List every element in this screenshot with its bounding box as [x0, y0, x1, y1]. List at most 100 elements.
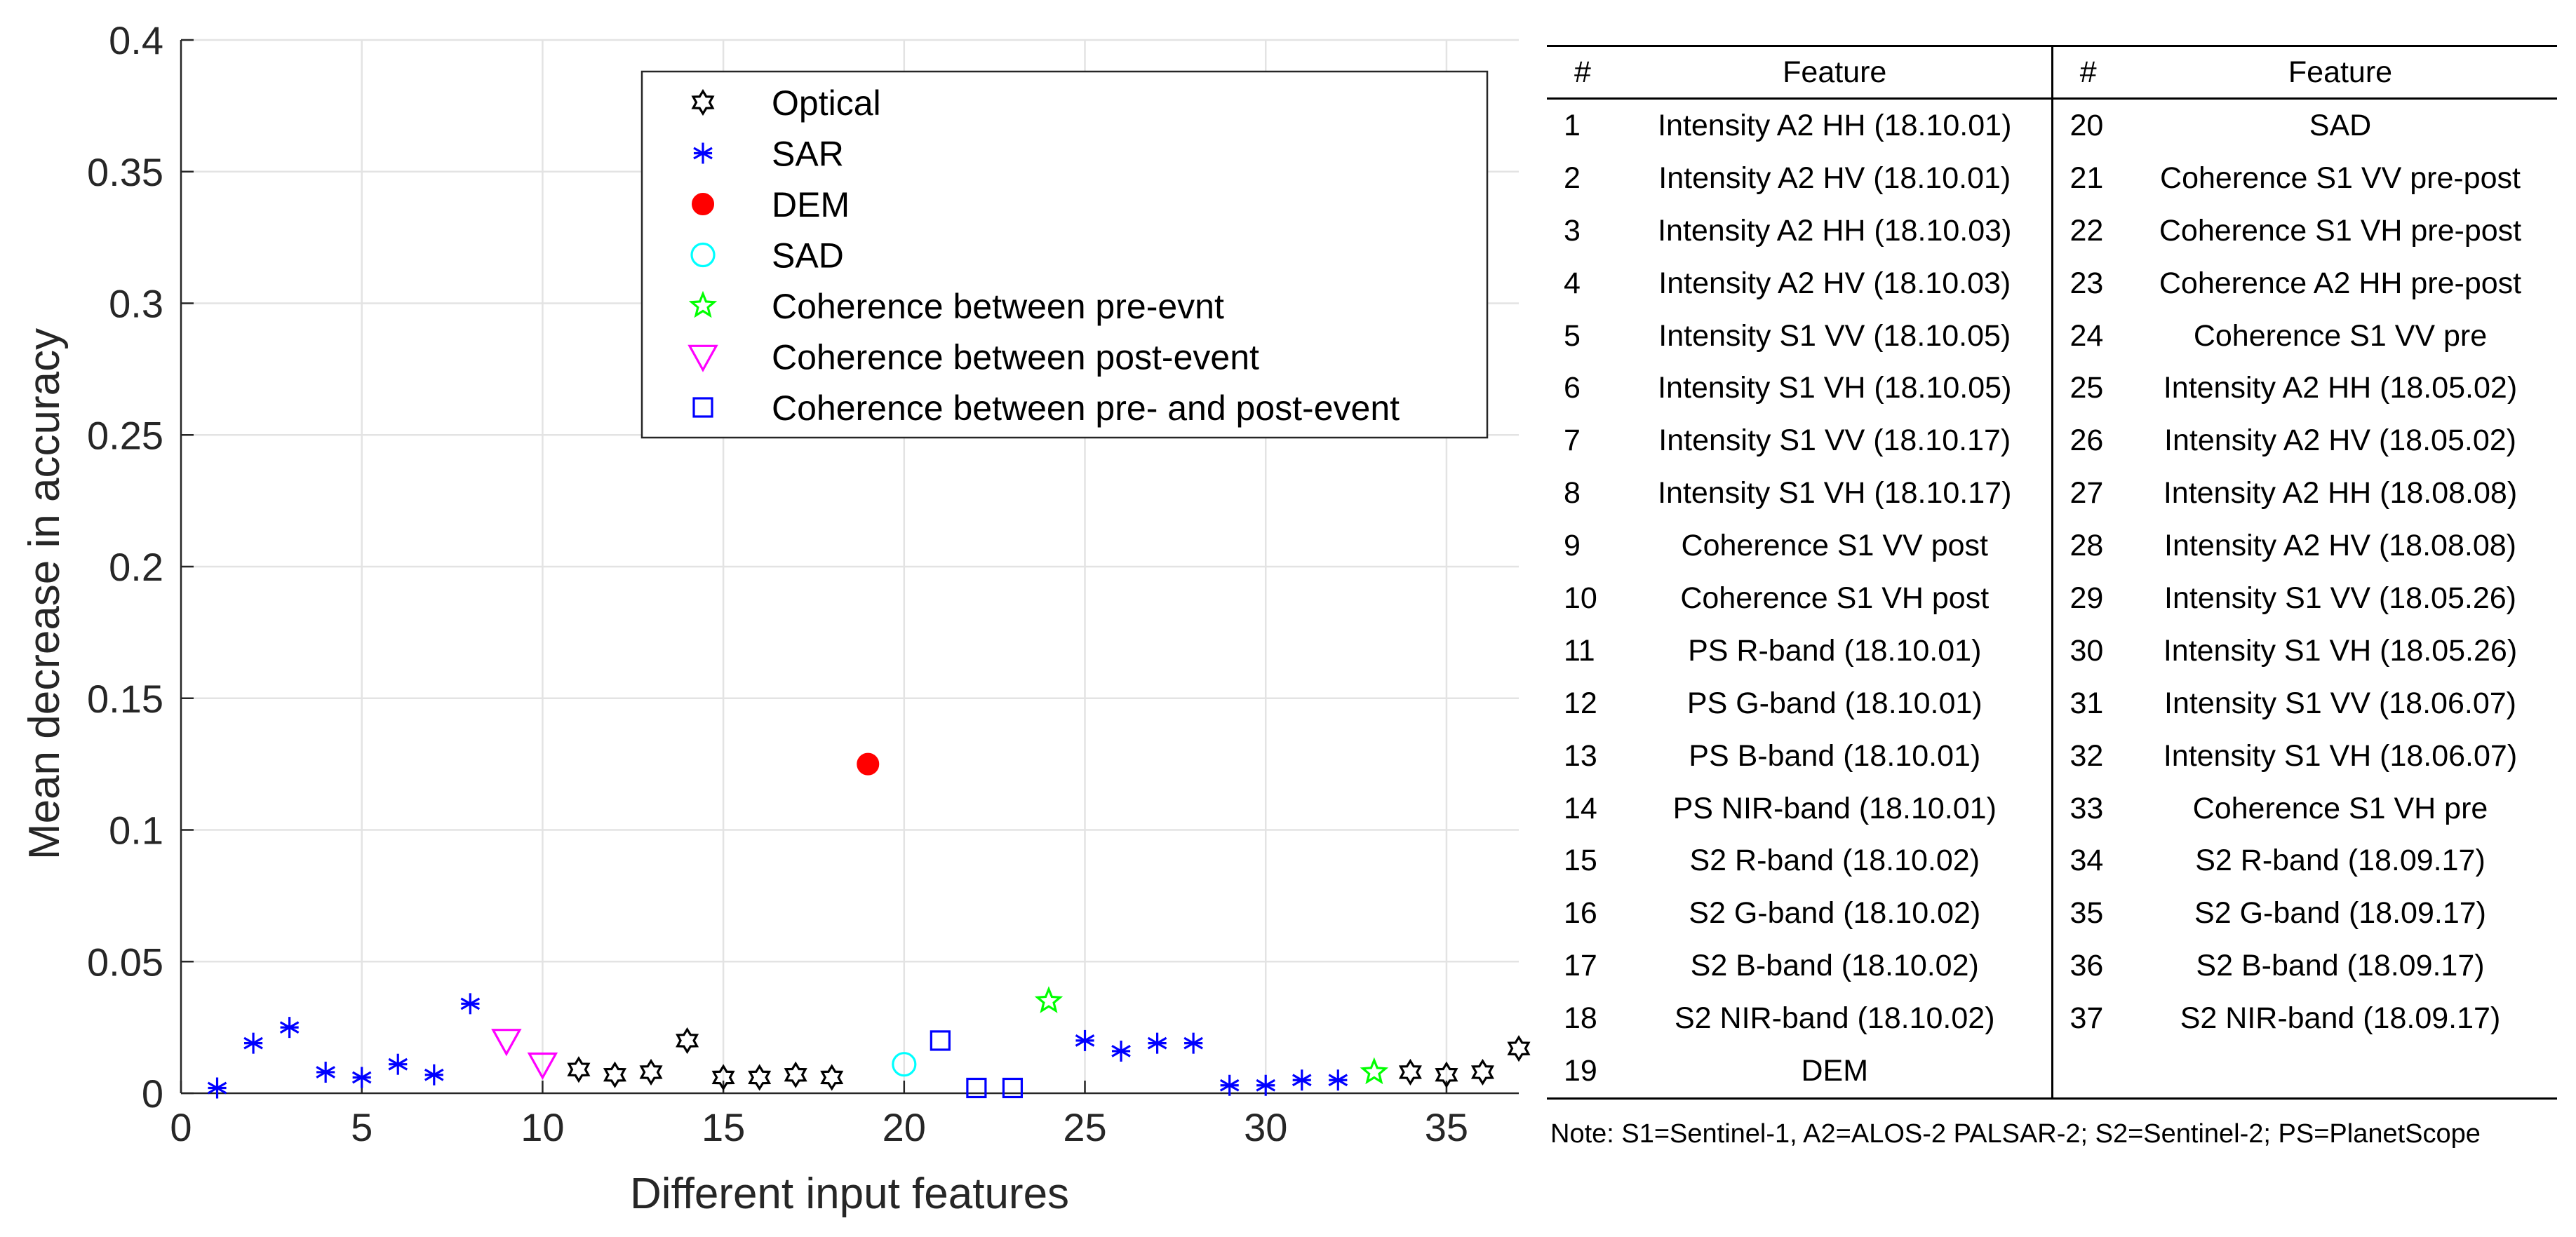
feature-table-container: # Feature # Feature 1 Intensity A2 HH (18…	[1547, 45, 2557, 1100]
x-tick-label: 25	[1063, 1105, 1106, 1149]
row-feature-left: Intensity S1 VH (18.10.05)	[1658, 371, 2012, 405]
row-feature-left: Intensity A2 HV (18.10.03)	[1658, 266, 2011, 300]
x-tick-label: 35	[1425, 1105, 1468, 1149]
legend-marker	[688, 290, 718, 318]
row-feature-right: SAD	[2309, 108, 2372, 142]
table-row: 6 Intensity S1 VH (18.10.05) 25 Intensity A…	[1547, 362, 2557, 415]
table-row: 9 Coherence S1 VV post 28 Intensity A2 HV (…	[1547, 520, 2557, 573]
row-feature-right: Intensity A2 HV (18.05.02)	[2164, 424, 2516, 458]
y-axis-title: Mean decrease in accuracy	[20, 328, 69, 860]
x-tick-label: 0	[170, 1105, 192, 1149]
row-feature-right: Intensity A2 HV (18.08.08)	[2164, 529, 2516, 563]
header-num-left: #	[1547, 46, 1618, 100]
row-feature-right: Intensity A2 HH (18.05.02)	[2163, 371, 2518, 405]
legend-entry-label: Coherence between pre-evnt	[772, 287, 1224, 326]
row-num-right: 33	[2051, 782, 2124, 835]
point-coherence-between-pre-and-post-event	[930, 1030, 951, 1051]
point-optical	[639, 1058, 663, 1086]
row-num-left: 13	[1564, 738, 1597, 773]
header-feature-left: Feature	[1618, 46, 2052, 100]
legend-marker	[687, 344, 718, 372]
legend-marker	[690, 242, 716, 268]
row-feature-left: Intensity A2 HH (18.10.03)	[1658, 213, 2012, 248]
legend-marker	[692, 193, 714, 215]
table-row: 7 Intensity S1 VV (18.10.17) 26 Intensity A…	[1547, 414, 2557, 468]
row-num-left: 5	[1564, 318, 1581, 353]
table-row: 5 Intensity S1 VV (18.10.05) 24 Coherence S…	[1547, 309, 2557, 363]
point-sar	[1328, 1069, 1348, 1091]
point-sar	[460, 993, 481, 1015]
row-num-left: 12	[1564, 686, 1597, 720]
row-feature-left: DEM	[1618, 1045, 2052, 1100]
row-feature-right: Intensity S1 VV (18.06.07)	[2164, 686, 2516, 720]
table-row: 4 Intensity A2 HV (18.10.03) 23 Coherence A…	[1547, 257, 2557, 310]
table-header-row: # Feature # Feature	[1547, 46, 2557, 100]
x-tick-label: 10	[521, 1105, 564, 1149]
table-row: 11 PS R-band (18.10.01) 30 Intensity S1 VH …	[1547, 624, 2557, 677]
y-tick-label: 0.4	[109, 18, 163, 62]
point-sar	[1111, 1040, 1131, 1062]
row-feature-right: S2 NIR-band (18.09.17)	[2180, 1001, 2501, 1036]
row-feature-right: Coherence S1 VV pre	[2193, 318, 2488, 353]
point-sad	[892, 1052, 917, 1077]
row-feature-left: PS NIR-band (18.10.01)	[1672, 791, 1997, 825]
legend-box	[640, 70, 1489, 439]
row-num-right: 26	[2051, 414, 2124, 468]
row-feature-right: Coherence S1 VV pre-post	[2160, 161, 2521, 195]
row-num-right: 35	[2051, 887, 2124, 940]
legend-entry-label: SAD	[772, 236, 844, 276]
legend: Optical SAR DEM SAD Coherence between pre-ev…	[640, 70, 1489, 439]
row-num-right: 37	[2051, 992, 2124, 1046]
point-optical	[784, 1061, 807, 1088]
y-tick-label: 0.1	[109, 809, 163, 853]
table-row: 3 Intensity A2 HH (18.10.03) 22 Coherence S…	[1547, 204, 2557, 257]
row-feature-right: Coherence S1 VH pre-post	[2159, 213, 2522, 248]
row-feature-right: S2 R-band (18.09.17)	[2195, 844, 2486, 878]
row-num-left: 16	[1564, 896, 1597, 931]
point-optical	[1435, 1061, 1458, 1088]
row-num-right: 29	[2051, 572, 2124, 625]
row-feature-right: Coherence S1 VH pre	[2192, 791, 2488, 825]
data-points	[207, 752, 1531, 1099]
point-sar	[1256, 1074, 1276, 1096]
point-sar	[424, 1064, 444, 1086]
point-optical	[1470, 1058, 1494, 1086]
point-optical	[603, 1061, 626, 1088]
row-feature-left: S2 G-band (18.10.02)	[1689, 896, 1981, 931]
row-num-right: 21	[2051, 151, 2124, 205]
point-optical	[711, 1064, 735, 1091]
row-feature-left: S2 B-band (18.10.02)	[1690, 949, 1979, 983]
point-optical	[1398, 1058, 1422, 1086]
row-feature-right: Intensity S1 VH (18.06.07)	[2163, 738, 2518, 773]
row-feature-left: S2 NIR-band (18.10.02)	[1674, 1001, 1995, 1036]
table-row: 2 Intensity A2 HV (18.10.01) 21 Coherence S…	[1547, 151, 2557, 205]
y-tick-label: 0.25	[87, 413, 163, 457]
table-row: 17 S2 B-band (18.10.02) 36 S2 B-band (18.09…	[1547, 940, 2557, 993]
row-feature-left: Coherence S1 VV post	[1681, 529, 1988, 563]
table-row: 10 Coherence S1 VH post 29 Intensity S1 VV …	[1547, 572, 2557, 625]
row-feature-right	[2124, 1045, 2557, 1100]
row-num-left: 17	[1564, 949, 1597, 983]
point-sar	[1183, 1032, 1203, 1054]
table-row: 16 S2 G-band (18.10.02) 35 S2 G-band (18.09…	[1547, 887, 2557, 940]
legend-entry-label: Optical	[772, 83, 881, 123]
row-num-right: 36	[2051, 940, 2124, 993]
row-num-right: 31	[2051, 677, 2124, 730]
legend-entry-label: SAR	[772, 135, 844, 174]
table-row: 12 PS G-band (18.10.01) 31 Intensity S1 VV …	[1547, 677, 2557, 730]
row-num-left: 18	[1564, 1001, 1597, 1036]
legend-entry-label: DEM	[772, 185, 850, 224]
row-num-right: 28	[2051, 520, 2124, 573]
axes: 0 5 10 15 20 25 30 35 0 0.05 0.1 0.15 0.2 0.25 0.3 0.35…	[87, 18, 1519, 1149]
legend-entry-label: Coherence between pre- and post-event	[772, 388, 1400, 428]
row-num-left: 10	[1564, 581, 1597, 615]
point-sar	[351, 1067, 372, 1088]
row-num-left: 3	[1564, 213, 1581, 248]
row-feature-left: Intensity S1 VV (18.10.17)	[1658, 424, 2011, 458]
y-tick-label: 0.3	[109, 282, 163, 326]
table-note: Note: S1=Sentinel-1, A2=ALOS-2 PALSAR-2;…	[1550, 1119, 2481, 1149]
row-feature-right: S2 G-band (18.09.17)	[2194, 896, 2486, 931]
point-sar	[316, 1061, 335, 1083]
row-feature-left: S2 R-band (18.10.02)	[1689, 844, 1980, 878]
point-sar	[207, 1077, 227, 1099]
